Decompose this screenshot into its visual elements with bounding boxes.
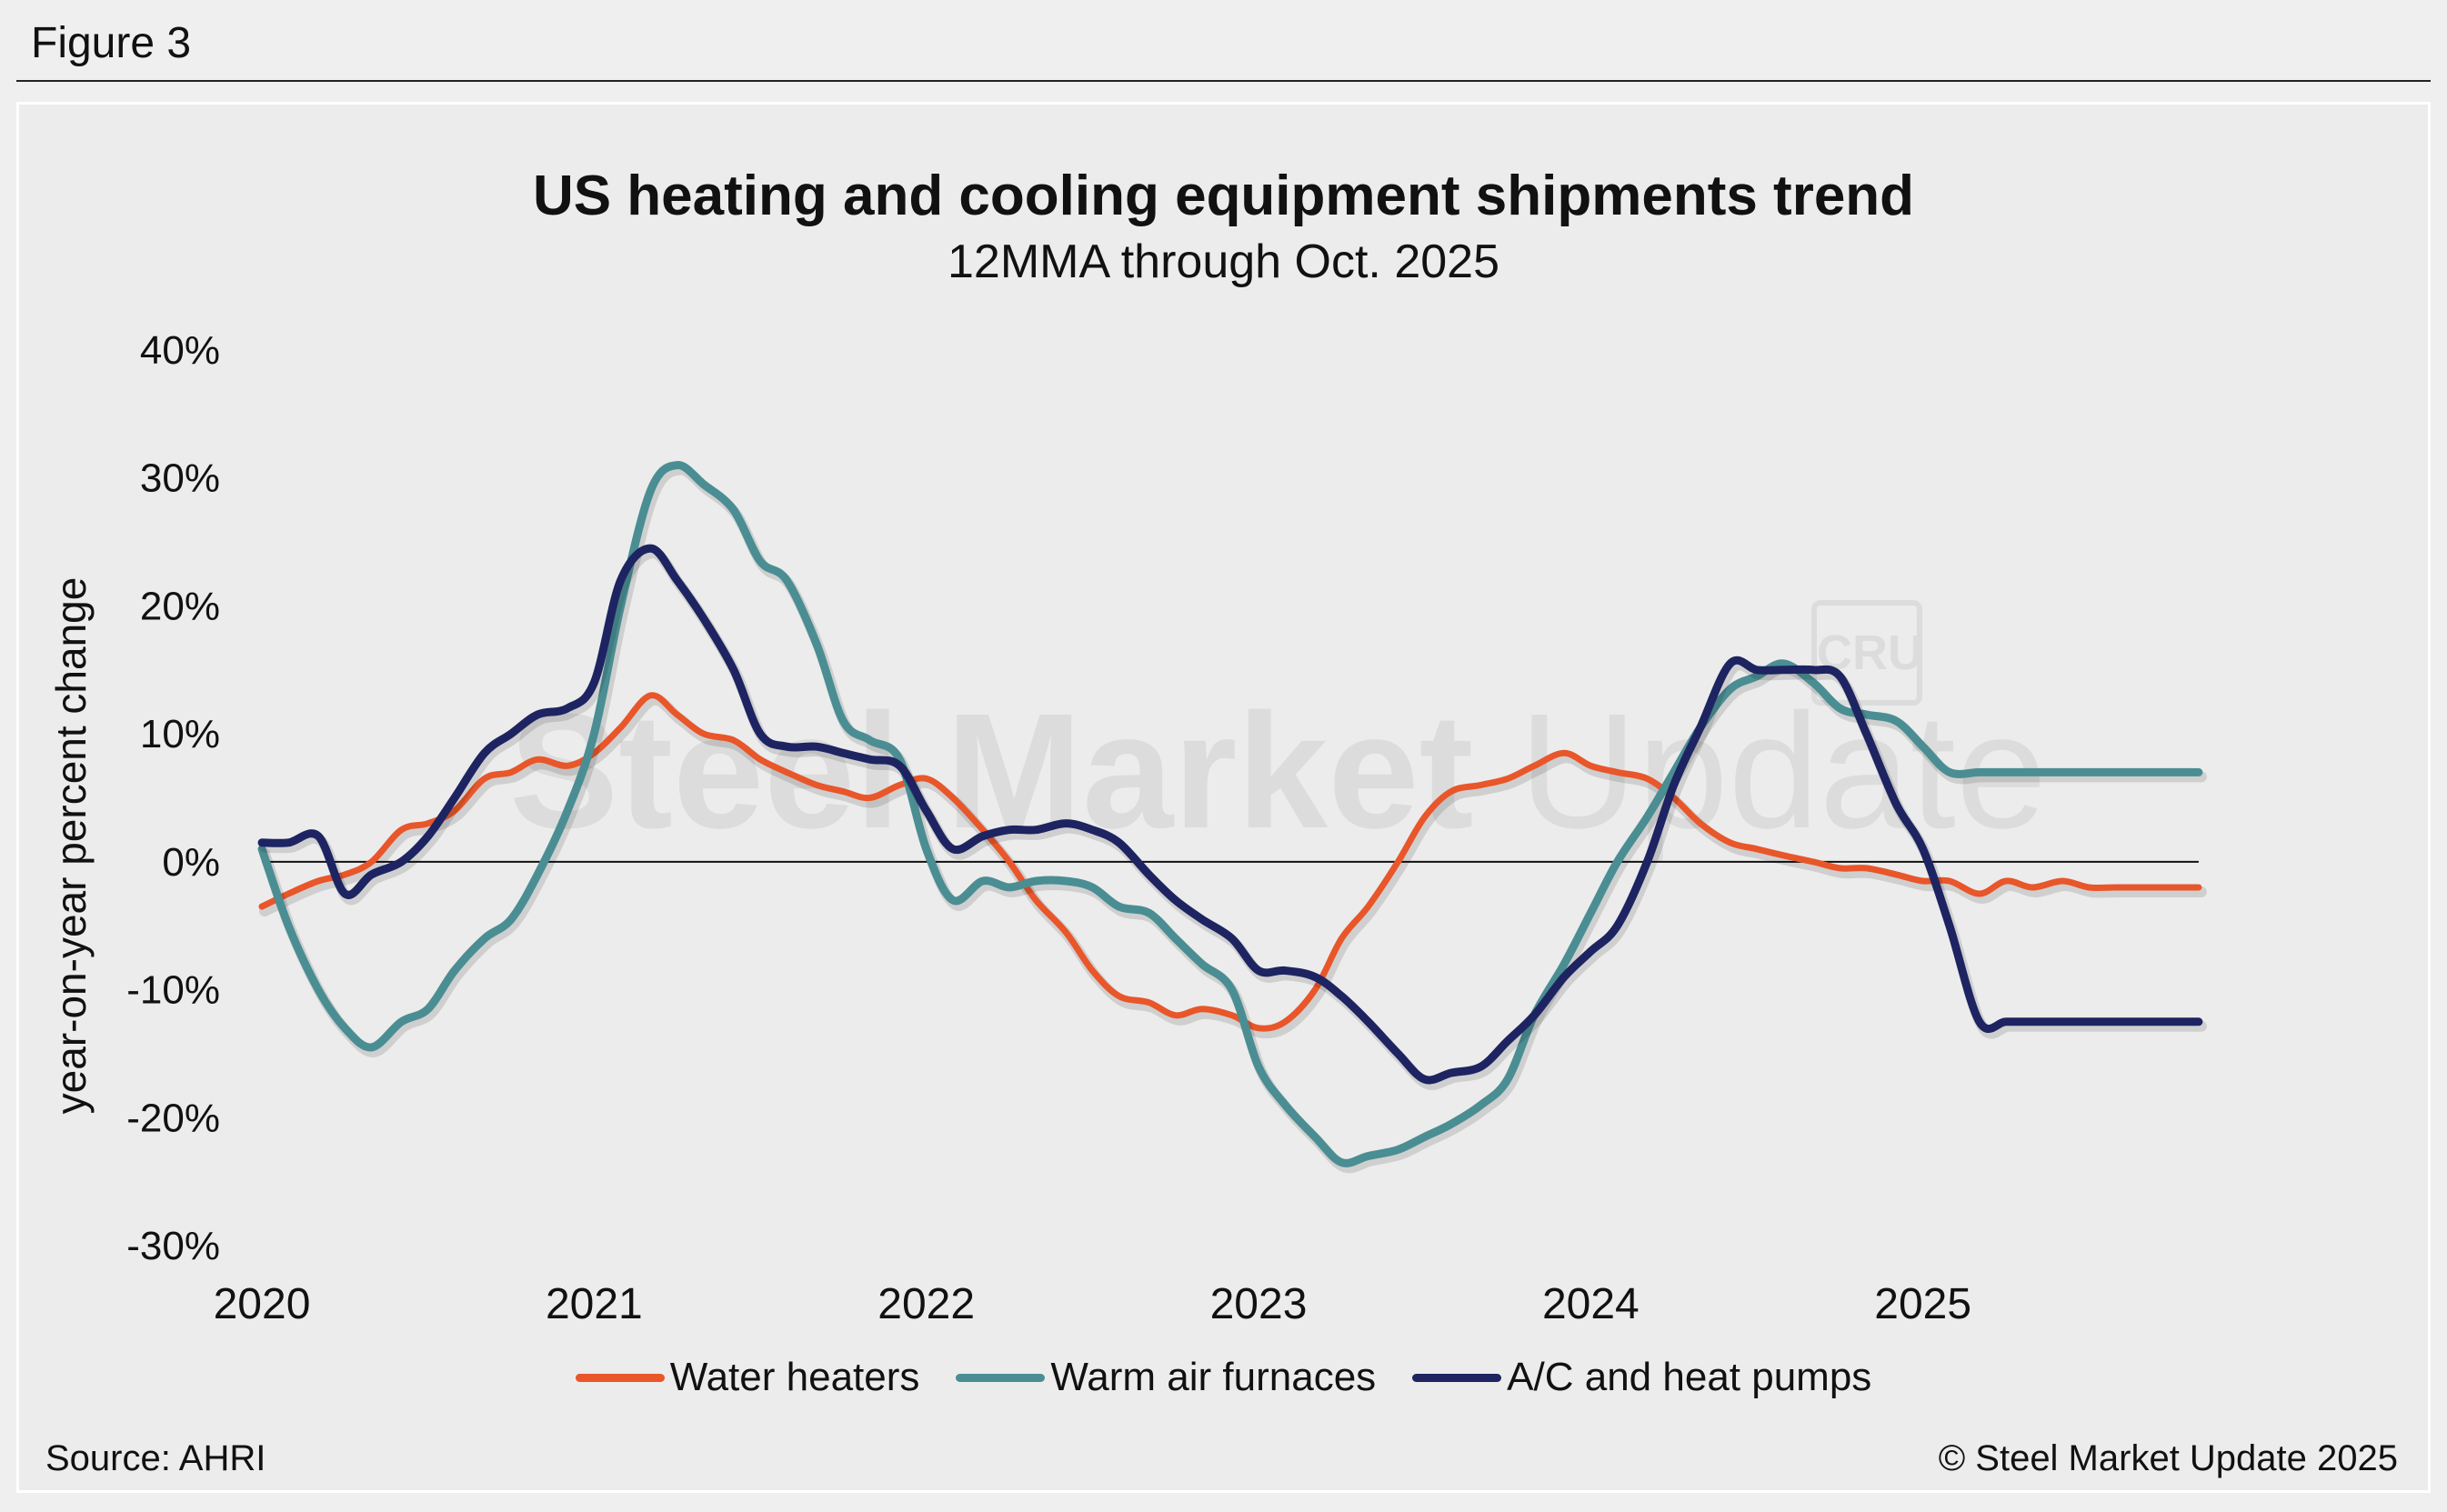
- x-tick-label: 2025: [1874, 1280, 1971, 1328]
- x-tick-label: 2021: [546, 1280, 643, 1328]
- y-tick-label: 20%: [140, 584, 220, 628]
- legend-swatch-warm-air-furnaces: [956, 1373, 1046, 1382]
- y-tick-label: -10%: [126, 968, 220, 1013]
- source-note: Source: AHRI: [45, 1438, 266, 1478]
- x-tick-label: 2024: [1542, 1280, 1640, 1328]
- figure-label: Figure 3: [31, 19, 192, 67]
- y-tick-label: 40%: [140, 328, 220, 373]
- legend-swatch-ac-heat-pumps: [1412, 1373, 1502, 1382]
- series-ac-heat-pumps: [257, 544, 2203, 1085]
- y-tick-labels: 40% 30% 20% 10% 0% -10% -20% -30%: [126, 328, 220, 1268]
- legend-label-water-heaters: Water heaters: [669, 1355, 920, 1399]
- copyright-note: © Steel Market Update 2025: [1938, 1438, 2398, 1478]
- figure-divider: [16, 80, 2431, 82]
- y-tick-label: 0%: [162, 840, 220, 885]
- legend-item-warm-air-furnaces: Warm air furnaces: [956, 1355, 1376, 1400]
- series-warm-air-furnaces: [257, 461, 2203, 1167]
- legend-swatch-water-heaters: [575, 1373, 665, 1382]
- chart-subtitle: 12MMA through Oct. 2025: [947, 235, 1499, 288]
- chart-panel: [16, 102, 2431, 1493]
- legend-item-water-heaters: Water heaters: [575, 1355, 920, 1400]
- series-lines: [257, 461, 2207, 1174]
- series-ac-heat-pumps-shadow: [259, 547, 2207, 1090]
- legend-item-ac-heat-pumps: A/C and heat pumps: [1412, 1355, 1871, 1400]
- x-tick-label: 2022: [878, 1280, 975, 1328]
- x-tick-label: 2023: [1210, 1280, 1308, 1328]
- y-tick-label: 30%: [140, 456, 220, 501]
- y-tick-label: -30%: [126, 1224, 220, 1268]
- x-tick-label: 2020: [214, 1280, 311, 1328]
- x-tick-labels: 2020 2021 2022 2023 2024 2025: [214, 1280, 1971, 1328]
- legend: Water heaters Warm air furnaces A/C and …: [0, 1355, 2447, 1400]
- legend-label-warm-air-furnaces: Warm air furnaces: [1050, 1355, 1377, 1399]
- chart-title: US heating and cooling equipment shipmen…: [532, 165, 1915, 227]
- legend-label-ac-heat-pumps: A/C and heat pumps: [1507, 1355, 1872, 1399]
- y-tick-label: -20%: [126, 1096, 220, 1140]
- y-tick-label: 10%: [140, 712, 220, 756]
